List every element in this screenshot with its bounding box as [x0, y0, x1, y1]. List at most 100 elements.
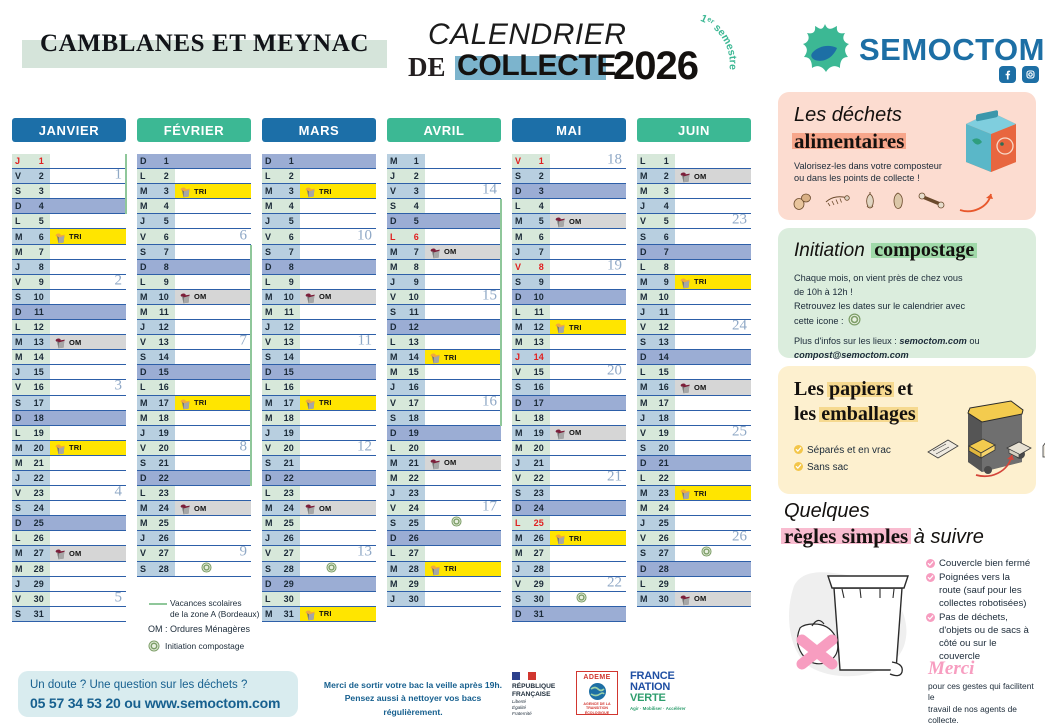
day-body [550, 169, 626, 183]
panel-rules-bullet-label: Poignées vers la route (sauf pour les co… [939, 571, 1027, 609]
check-icon [794, 461, 803, 471]
day-body [425, 592, 501, 606]
panel-paper-bullet-label: Sans sac [807, 461, 849, 473]
day-row: J 14 [512, 350, 626, 366]
day-label: V 17 [387, 395, 425, 410]
day-label: L 23 [137, 486, 175, 501]
day-body [50, 411, 126, 425]
panel-compost-website[interactable]: semoctom.com [899, 336, 967, 347]
day-row: J 21 [512, 455, 626, 471]
panel-compost-title-bold: compostage [874, 239, 975, 261]
day-body [50, 290, 126, 304]
day-row: S 28 [137, 561, 251, 577]
collection-label: OM [444, 247, 457, 257]
day-body: OM [675, 169, 751, 184]
day-body [175, 380, 251, 394]
footer-contact[interactable]: 05 57 34 53 20 ou www.semoctom.com [30, 695, 281, 711]
instagram-icon[interactable] [1022, 66, 1039, 83]
day-body [675, 290, 751, 304]
day-body: TRI [425, 561, 501, 576]
month-column-janvier: JANVIER J 1 V 2 1 S 3 D 4 L 5 M 6 TRI M 7 J 8 V 9 2 S 10 D 11 L 12… [12, 118, 127, 622]
newspaper-icon [926, 434, 960, 465]
day-label: M 14 [387, 350, 425, 365]
panel-rules-bullet: Pas de déchets, d'objets ou de sacs à cô… [926, 612, 1032, 664]
legend-vacation-line1: Vacances scolaires [170, 598, 242, 608]
collection-label: TRI [569, 533, 582, 543]
day-label: J 15 [12, 365, 50, 380]
grey-bin-icon [54, 547, 67, 560]
day-label: M 13 [512, 335, 550, 350]
day-label: V 19 [637, 425, 675, 440]
day-label: M 25 [137, 516, 175, 531]
arrow-curve-icon [974, 449, 1020, 484]
day-row: J 22 [12, 470, 126, 487]
day-label: V 12 [637, 320, 675, 335]
day-row: L 23 [137, 486, 251, 502]
day-body [425, 365, 501, 379]
day-row: M 18 [137, 410, 251, 426]
day-body [550, 184, 626, 198]
facebook-icon[interactable] [999, 66, 1016, 83]
grey-bin-icon [304, 291, 317, 304]
day-row: M 11 [262, 304, 376, 321]
day-row: L 30 [262, 591, 376, 607]
day-row: J 29 [12, 576, 126, 592]
collection-om: OM [50, 546, 126, 561]
social-links[interactable] [999, 66, 1045, 83]
day-label: V 16 [12, 380, 50, 395]
day-row: L 15 [637, 365, 751, 381]
day-body: 5 [50, 590, 126, 606]
day-label: D 10 [512, 289, 550, 304]
day-body [50, 199, 126, 213]
fnv-sub: Agir · Mobiliser · Accélérer [630, 706, 686, 711]
day-body [300, 411, 376, 425]
day-label: M 30 [637, 591, 675, 606]
day-body [50, 184, 126, 198]
day-row: S 13 [637, 335, 751, 351]
collection-om: OM [550, 425, 626, 440]
ademe-logo: ADEME AGENCE DE LA TRANSITION ÉCOLOGIQUE [576, 671, 618, 715]
rf-sub3: Fraternité [512, 710, 532, 716]
day-row: V 10 15 [387, 288, 501, 305]
day-row: M 17 TRI [262, 395, 376, 411]
leaf-icon [795, 22, 857, 77]
day-label: V 10 [387, 289, 425, 304]
day-body: TRI [300, 606, 376, 621]
yellow-bin-icon [554, 321, 567, 334]
commune-name: CAMBLANES ET MEYNAC [39, 30, 370, 57]
day-label: M 26 [512, 531, 550, 546]
panel-paper-packaging: Les papiers et les emballages Séparés et… [778, 366, 1045, 494]
grey-bin-icon [554, 215, 567, 228]
day-row: M 22 [387, 470, 501, 487]
collection-label: TRI [694, 277, 707, 287]
yellow-bin-icon [304, 397, 317, 409]
panel-paper-title-1a: Les [794, 378, 829, 400]
day-row: S 20 [637, 440, 751, 456]
vacation-marker [125, 154, 127, 215]
day-row: L 18 [512, 410, 626, 426]
collection-label: TRI [444, 352, 457, 362]
day-body: 11 [300, 333, 376, 349]
collection-om: OM [50, 335, 126, 350]
panel-compost-initiation: Initiation compostage Chaque mois, on vi… [778, 228, 1036, 360]
day-row: L 11 [512, 304, 626, 321]
week-number: 22 [607, 573, 622, 590]
compost-icon [848, 313, 861, 331]
day-row: L 13 [387, 335, 501, 351]
day-body [675, 154, 751, 168]
collection-label: OM [694, 594, 707, 604]
day-body [550, 516, 626, 530]
panel-compost-email[interactable]: compost@semoctom.com [794, 349, 909, 360]
